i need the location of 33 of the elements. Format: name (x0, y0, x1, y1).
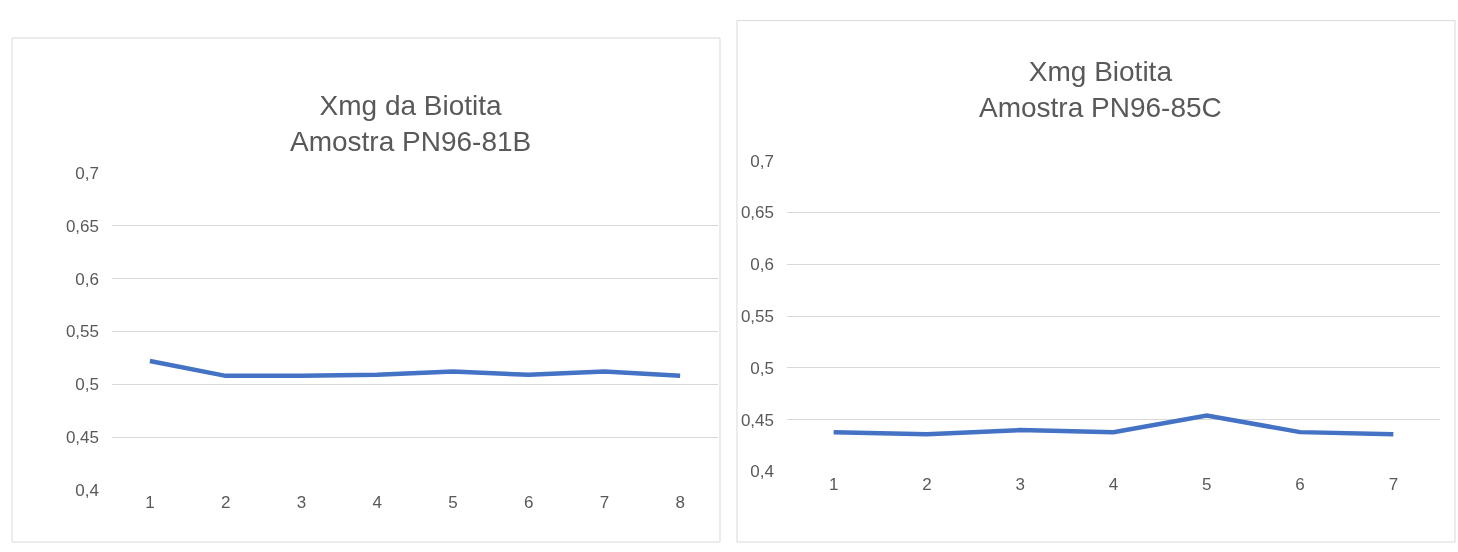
y-tick-label: 0,55 (65, 322, 99, 342)
x-tick-label: 3 (1015, 474, 1025, 494)
y-tick-label: 0,6 (750, 255, 774, 275)
y-tick-label: 0,4 (750, 462, 774, 482)
y-tick-label: 0,5 (750, 358, 774, 378)
x-tick-label: 3 (296, 492, 307, 512)
chart-title: Xmg Biotita Amostra PN96-85C (979, 56, 1222, 124)
x-tick-label: 6 (1295, 474, 1305, 494)
y-tick-label: 0,45 (740, 410, 774, 430)
x-tick-label: 7 (599, 492, 610, 512)
y-tick-label: 0,45 (65, 428, 99, 448)
y-tick-label: 0,65 (740, 203, 774, 223)
x-tick-label: 1 (828, 474, 839, 494)
x-tick-label: 4 (372, 492, 382, 512)
x-tick-label: 1 (145, 492, 155, 512)
x-tick-label: 5 (448, 492, 458, 512)
chart-title: Xmg da Biotita Amostra PN96-81B (290, 90, 532, 158)
x-tick-label: 6 (523, 492, 534, 512)
y-tick-label: 0,5 (75, 375, 99, 395)
y-tick-label: 0,65 (65, 216, 99, 236)
y-tick-label: 0,7 (75, 164, 99, 184)
x-tick-label: 2 (922, 474, 932, 494)
y-tick-label: 0,4 (75, 480, 99, 500)
x-tick-label: 5 (1202, 474, 1212, 494)
x-tick-label: 8 (675, 492, 685, 512)
x-tick-label: 2 (220, 492, 231, 512)
line-series (147, 358, 683, 379)
x-tick-label: 7 (1388, 474, 1399, 494)
line-series (831, 413, 1396, 437)
x-tick-label: 4 (1108, 474, 1119, 494)
y-tick-label: 0,7 (750, 151, 774, 171)
y-tick-label: 0,6 (75, 269, 99, 289)
y-tick-label: 0,55 (740, 307, 774, 327)
